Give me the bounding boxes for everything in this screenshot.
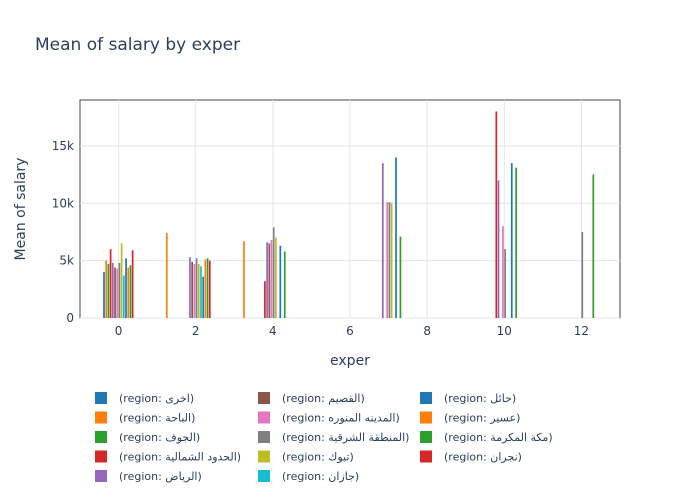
legend-swatch (258, 450, 270, 463)
bar[interactable] (114, 267, 116, 318)
bar[interactable] (381, 163, 384, 318)
x-tick-label: 8 (423, 324, 431, 338)
bar[interactable] (122, 275, 125, 318)
bar[interactable] (107, 264, 110, 318)
bar[interactable] (592, 174, 595, 318)
legend-swatch (95, 450, 107, 463)
bar[interactable] (109, 249, 112, 318)
y-axis-title: Mean of salary (13, 158, 29, 261)
bar[interactable] (195, 258, 198, 318)
bar[interactable] (111, 262, 114, 318)
bar[interactable] (127, 267, 130, 318)
bar[interactable] (118, 262, 121, 318)
bar[interactable] (264, 281, 266, 318)
bar[interactable] (504, 249, 506, 318)
legend-swatch (258, 431, 270, 443)
x-tick-label: 12 (574, 324, 589, 338)
legend-label: (region: عسير) (444, 412, 520, 425)
chart-title: Mean of salary by exper (35, 35, 240, 55)
legend-swatch (420, 450, 432, 463)
legend-label: (region: جازان) (282, 470, 359, 483)
bar[interactable] (191, 261, 194, 318)
legend-swatch (420, 411, 432, 424)
legend-swatch (258, 411, 270, 424)
bar[interactable] (189, 257, 191, 318)
legend-swatch (95, 411, 107, 424)
bar[interactable] (515, 167, 518, 318)
legend-swatch (258, 392, 270, 404)
legend-label: (region: القصيم) (282, 392, 365, 405)
legend-label: (region: تبوك) (282, 451, 354, 464)
bar[interactable] (502, 226, 504, 318)
x-tick-label: 0 (115, 324, 123, 338)
bar[interactable] (204, 259, 207, 318)
legend-swatch (258, 470, 270, 482)
legend: (region: اخرى) (region: الباحة) (region: ا… (95, 392, 553, 483)
legend-label: (region: المدينه المنوره) (282, 412, 400, 425)
legend-label: (region: المنطقة الشرقية) (282, 431, 409, 444)
bar[interactable] (272, 227, 275, 318)
x-tick-label: 10 (497, 324, 512, 338)
x-tick-labels: 0 2 4 6 8 10 12 (115, 324, 589, 338)
legend-swatch (420, 392, 432, 404)
bar[interactable] (270, 239, 273, 318)
bar[interactable] (581, 231, 584, 318)
bar[interactable] (386, 202, 389, 318)
bar[interactable] (116, 268, 119, 318)
legend-label: (region: مكة المكرمة) (444, 431, 553, 444)
bar[interactable] (279, 245, 282, 318)
bar[interactable] (165, 233, 168, 318)
bar[interactable] (129, 265, 132, 318)
x-tick-label: 2 (192, 324, 200, 338)
bar[interactable] (105, 260, 108, 318)
bar[interactable] (197, 264, 200, 318)
x-tick-label: 6 (346, 324, 354, 338)
bar[interactable] (390, 203, 393, 318)
x-axis-title: exper (330, 353, 370, 369)
bar[interactable] (388, 202, 391, 318)
legend-label: (region: حائل) (444, 392, 516, 405)
bar[interactable] (131, 250, 134, 318)
x-tick-label: 4 (269, 324, 277, 338)
bar[interactable] (125, 258, 127, 318)
bar[interactable] (510, 163, 513, 318)
bar[interactable] (206, 258, 209, 318)
legend-swatch (420, 431, 432, 443)
legend-label: (region: الجوف) (119, 431, 200, 444)
y-tick-label: 0 (66, 311, 74, 325)
bars (103, 111, 595, 318)
bar[interactable] (395, 157, 397, 318)
bar[interactable] (200, 266, 202, 318)
bar[interactable] (268, 243, 271, 318)
legend-label: (region: الرياض) (119, 470, 202, 483)
y-tick-labels: 0 5k 10k 15k (52, 139, 74, 325)
y-tick-label: 5k (59, 254, 74, 268)
bar[interactable] (193, 264, 196, 318)
legend-label: (region: نجران) (444, 451, 522, 464)
bar[interactable] (283, 251, 286, 318)
bar[interactable] (103, 272, 105, 318)
bar[interactable] (399, 236, 402, 318)
bar[interactable] (495, 111, 498, 318)
legend-swatch (95, 392, 107, 404)
y-tick-label: 10k (52, 196, 74, 210)
legend-label: (region: الباحة) (119, 412, 195, 425)
legend-swatch (95, 470, 107, 482)
bar[interactable] (120, 243, 123, 318)
legend-swatch (95, 431, 107, 443)
bar[interactable] (266, 242, 268, 318)
y-tick-label: 15k (52, 139, 74, 153)
legend-label: (region: اخرى) (119, 392, 194, 405)
bar[interactable] (202, 276, 205, 318)
bar[interactable] (208, 260, 211, 318)
bar[interactable] (275, 237, 277, 318)
bar[interactable] (497, 180, 500, 318)
bar[interactable] (243, 241, 245, 318)
legend-label: (region: الحدود الشمالية) (119, 451, 241, 464)
